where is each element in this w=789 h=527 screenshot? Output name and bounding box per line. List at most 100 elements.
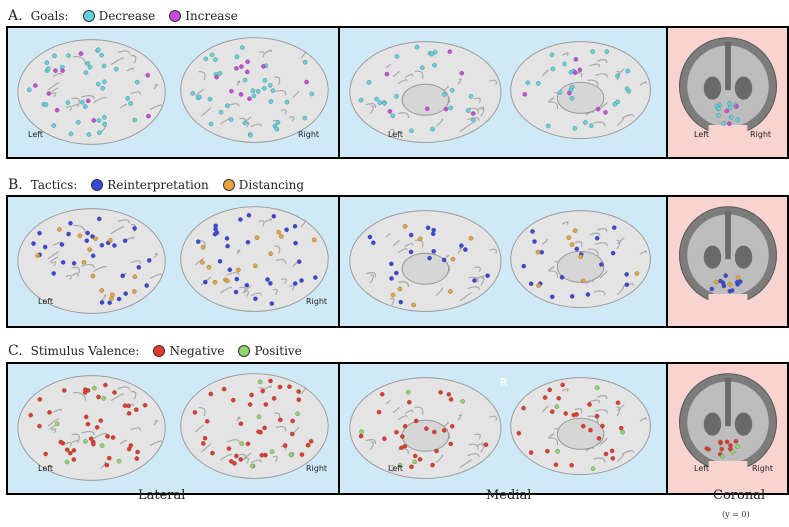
- focus-dot: [83, 414, 89, 420]
- row-b-coronal-panel: [668, 197, 787, 326]
- focus-dot: [80, 99, 85, 105]
- focus-dot: [71, 457, 77, 462]
- focus-dot: [299, 278, 304, 283]
- focus-dot: [123, 291, 128, 296]
- sulcus-line: [119, 439, 127, 445]
- sulcus-line: [73, 55, 87, 65]
- focus-dot: [296, 259, 302, 264]
- focus-dot: [203, 279, 208, 285]
- focus-dot: [214, 74, 219, 80]
- focus-dot: [394, 270, 399, 276]
- legend-decrease: Decrease: [82, 9, 155, 23]
- focus-dot: [134, 456, 140, 461]
- focus-dot: [97, 216, 102, 222]
- focus-dot: [521, 263, 527, 269]
- midline-fissure: [725, 210, 731, 260]
- row-c-medial-r-marker: R: [500, 376, 508, 389]
- focus-dot: [192, 410, 198, 415]
- focus-dot: [71, 448, 77, 453]
- focus-dot: [238, 217, 243, 222]
- sulcus-line: [81, 94, 95, 100]
- sulcus-line: [457, 414, 462, 421]
- sulcus-line: [616, 70, 621, 81]
- sulcus-line: [110, 57, 125, 66]
- focus-dot: [304, 79, 309, 85]
- sulcus-line: [51, 92, 57, 98]
- focus-dot: [292, 281, 298, 286]
- focus-dot: [718, 278, 723, 284]
- increase-swatch-icon: [169, 10, 182, 22]
- sulcus-line: [616, 406, 621, 417]
- focus-dot: [43, 102, 49, 107]
- focus-dot: [530, 229, 535, 234]
- focus-dot: [535, 81, 541, 86]
- sulcus-line: [280, 278, 287, 284]
- sulcus-line: [81, 263, 95, 269]
- sulcus-line: [149, 440, 163, 447]
- sulcus-line: [473, 433, 481, 440]
- row-c-medial-brains: [349, 377, 651, 479]
- focus-dot: [547, 387, 553, 393]
- focus-dot: [144, 283, 149, 288]
- sulcus-line: [548, 433, 555, 438]
- focus-dot: [590, 49, 595, 54]
- row-c-coronal-left-label: Left: [694, 464, 710, 473]
- focus-dot: [242, 77, 248, 83]
- focus-dot: [465, 108, 471, 113]
- focus-dot: [134, 79, 140, 85]
- focus-dot: [569, 294, 575, 299]
- sulcus-line: [239, 453, 246, 461]
- focus-dot: [126, 446, 132, 452]
- sulcus-line: [548, 270, 559, 279]
- focus-dot: [727, 101, 732, 106]
- focus-dot: [376, 409, 382, 415]
- focus-dot: [308, 439, 314, 444]
- sulcus-line: [397, 79, 408, 84]
- sulcus-line: [365, 103, 377, 109]
- sulcus-line: [130, 260, 142, 264]
- sulcus-line: [480, 277, 485, 286]
- focus-dot: [132, 226, 137, 231]
- focus-dot: [305, 442, 311, 448]
- sulcus-line: [639, 417, 647, 422]
- focus-dot: [248, 132, 253, 138]
- focus-dot: [569, 242, 575, 247]
- sulcus-line: [100, 294, 107, 302]
- row-c-lateral-brains: [17, 373, 329, 481]
- sulcus-line: [71, 103, 79, 108]
- focus-dot: [567, 90, 572, 96]
- row-c-lateral-right-label: Right: [306, 464, 328, 473]
- focus-dot: [68, 131, 74, 137]
- focus-dot: [245, 59, 250, 65]
- sulcus-line: [457, 247, 462, 254]
- sulcus-line: [71, 97, 80, 105]
- left-ventricle: [703, 76, 722, 100]
- focus-dot: [85, 230, 90, 236]
- focus-dot: [65, 100, 71, 105]
- focus-dot: [107, 300, 112, 306]
- focus-dot: [246, 212, 252, 218]
- sulcus-line: [489, 415, 497, 422]
- focus-dot: [611, 225, 617, 230]
- sulcus-line: [541, 405, 549, 413]
- focus-dot: [549, 409, 555, 414]
- sulcus-line: [561, 221, 569, 225]
- row-c-coronal-slice: [679, 373, 777, 493]
- focus-dot: [207, 96, 213, 102]
- focus-dot: [96, 81, 101, 87]
- focus-dot: [37, 397, 43, 402]
- focus-dot: [408, 249, 414, 255]
- sulcus-line: [264, 49, 272, 54]
- focus-dot: [230, 397, 236, 403]
- focus-dot: [284, 227, 289, 233]
- focus-dot: [101, 396, 107, 401]
- focus-dot: [234, 66, 239, 71]
- focus-dot: [716, 106, 721, 112]
- midline-fissure: [725, 377, 731, 427]
- sulcus-line: [639, 81, 647, 86]
- sulcus-line: [65, 105, 72, 111]
- sulcus-line: [242, 452, 252, 461]
- row-b-header: B. Tactics: Reinterpretation Distancing: [8, 175, 304, 195]
- focus-dot: [275, 120, 281, 125]
- focus-dot: [727, 288, 733, 294]
